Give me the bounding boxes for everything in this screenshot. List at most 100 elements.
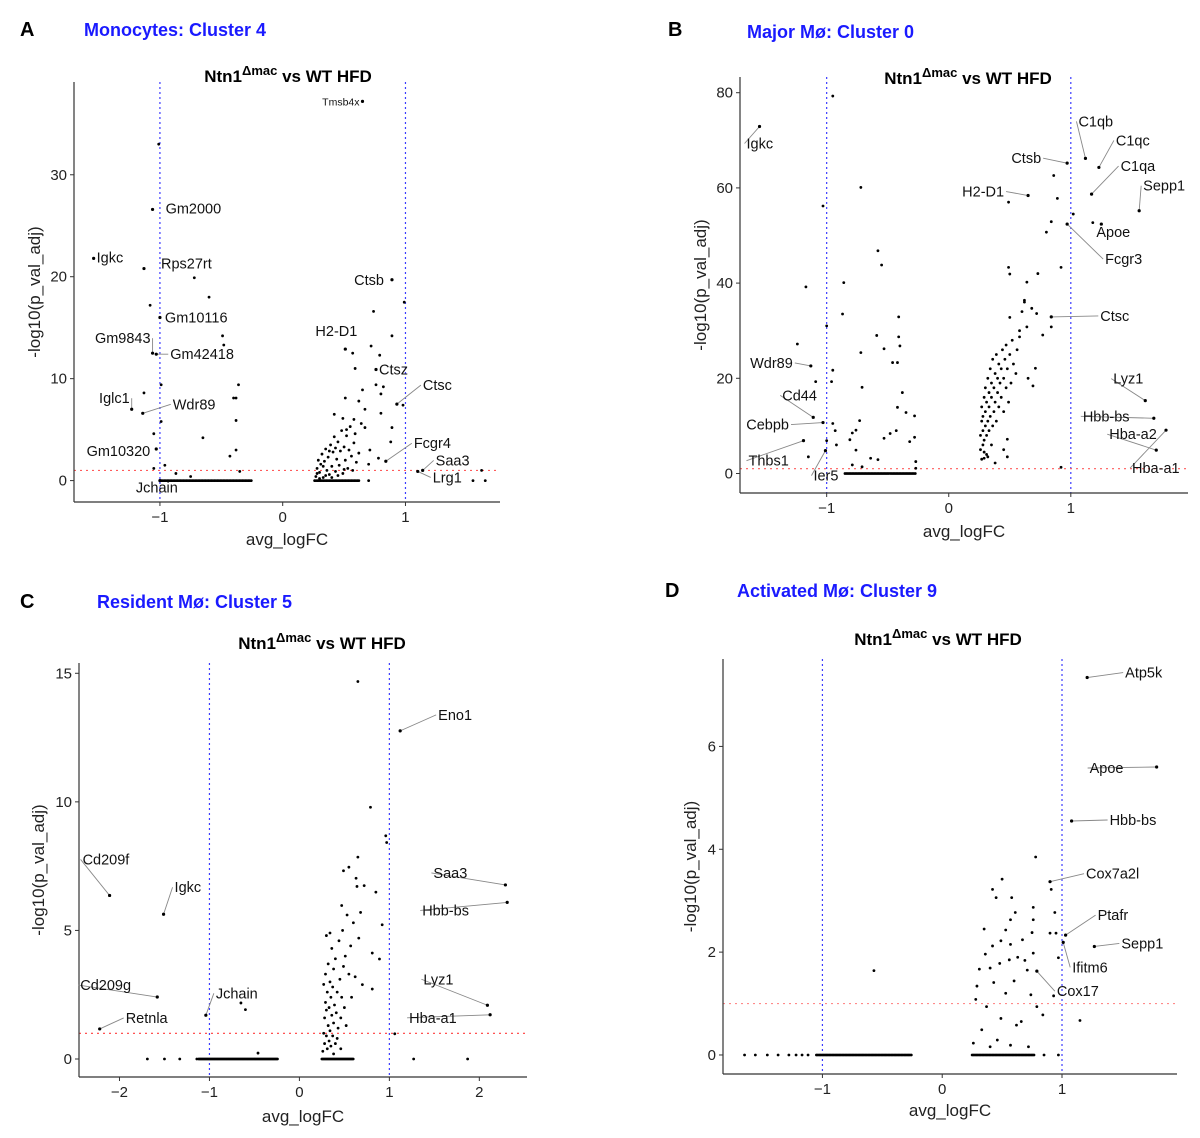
gene-label-group: C1qa [1089,159,1156,196]
data-point [896,405,899,409]
data-point-labeled [1143,399,1147,403]
gene-label: Wdr89 [173,397,216,413]
data-point-labeled [142,266,146,271]
data-point [1054,931,1058,935]
data-point-labeled [801,439,806,443]
gene-label-group: Lrg1 [416,469,462,486]
leader-line [420,901,508,911]
data-point [1025,280,1029,284]
data-point [795,342,799,346]
data-point [831,94,835,98]
panel-b: B Major Mø: Cluster 0 Ntn1Δmac vs WT HFD −1… [668,19,1188,541]
data-point [986,376,990,380]
gene-label: Gm10320 [87,444,151,460]
panel-subtitle: Monocytes: Cluster 4 [84,20,266,40]
gene-label: Ctsz [379,362,408,378]
data-point [900,391,904,394]
data-point [343,396,347,400]
data-point [325,1047,329,1051]
data-point [831,422,835,425]
leader-line [1065,914,1096,936]
data-point [350,454,353,458]
data-point [913,472,917,475]
gene-label: Sepp1 [1143,179,1185,195]
title-rest: vs WT HFD [957,69,1051,88]
data-point [993,400,997,404]
leader-line [1066,223,1104,260]
gene-label: Igkc [747,137,774,153]
data-point [1007,200,1010,204]
data-point [896,361,899,364]
data-point [332,1052,335,1056]
data-point [991,887,994,891]
gene-label-group: Tmsb4x [322,96,365,108]
data-point [1009,381,1013,385]
data-point [333,1042,337,1045]
gene-label: H2-D1 [962,185,1004,201]
leader-line [811,450,826,476]
data-point [327,473,331,476]
y-tick-label: 2 [708,944,716,961]
gene-label: Eno1 [438,708,472,724]
data-point [985,434,988,437]
data-point [321,1049,325,1053]
data-point [1035,1005,1039,1009]
data-point-labeled [1085,675,1089,680]
data-point [983,952,987,956]
zero-band-points [815,1053,1036,1057]
data-point [859,186,863,189]
data-point [374,383,378,387]
data-point [1004,928,1008,932]
gene-label-group: Gm10320 [87,444,158,460]
x-tick-label: 0 [945,500,953,517]
x-axis-label: avg_logFC [262,1107,344,1126]
data-point-labeled [384,459,388,463]
gene-label-group: H2-D1 [315,324,357,351]
gene-label-group: Hba-a2 [1107,427,1158,452]
data-point [1009,918,1012,922]
data-point [322,1031,326,1035]
y-axis-label: -log10(p_val_adj) [681,801,700,932]
data-point [854,448,858,452]
data-point [353,367,357,370]
gene-label: Ier5 [813,469,838,485]
data-point [339,449,342,453]
y-tick-label: 30 [50,167,67,184]
title-superscript: Δmac [242,63,277,78]
leader-line [1071,819,1108,822]
gene-label-group: Ctsc [1049,309,1129,325]
y-tick-label: 20 [716,370,733,387]
y-tick-label: 20 [50,269,67,286]
data-point [1005,455,1009,459]
leader-line [385,442,413,462]
data-point [189,475,193,478]
x-tick-label: 0 [938,1081,946,1098]
gene-label: Sepp1 [1121,936,1163,952]
panel-c: C Resident Mø: Cluster 5 Ntn1Δmac vs WT HF… [20,591,527,1126]
x-tick-label: −1 [151,509,168,526]
data-point [342,869,345,873]
gene-label: Hba-a1 [409,1011,457,1027]
data-point [983,410,987,414]
data-point [1005,367,1009,371]
x-tick-label: −1 [814,1081,831,1098]
data-point [381,385,385,389]
data-point [323,1016,326,1020]
data-point [1007,400,1010,404]
gene-label-group: Wdr89 [141,397,215,415]
data-point [372,309,375,313]
data-point [316,458,320,462]
data-point [800,1053,804,1057]
data-point-labeled [155,995,159,999]
data-point [324,1034,328,1038]
data-point [1002,410,1006,414]
data-point [894,429,898,433]
data-point [985,400,988,404]
title-rest: vs WT HFD [927,630,1021,649]
leader-line [746,440,804,462]
data-point [338,977,342,981]
data-point [1004,386,1008,390]
data-point [348,425,352,428]
gene-label-group: Hba-a1 [1129,428,1180,477]
data-point [876,249,880,253]
